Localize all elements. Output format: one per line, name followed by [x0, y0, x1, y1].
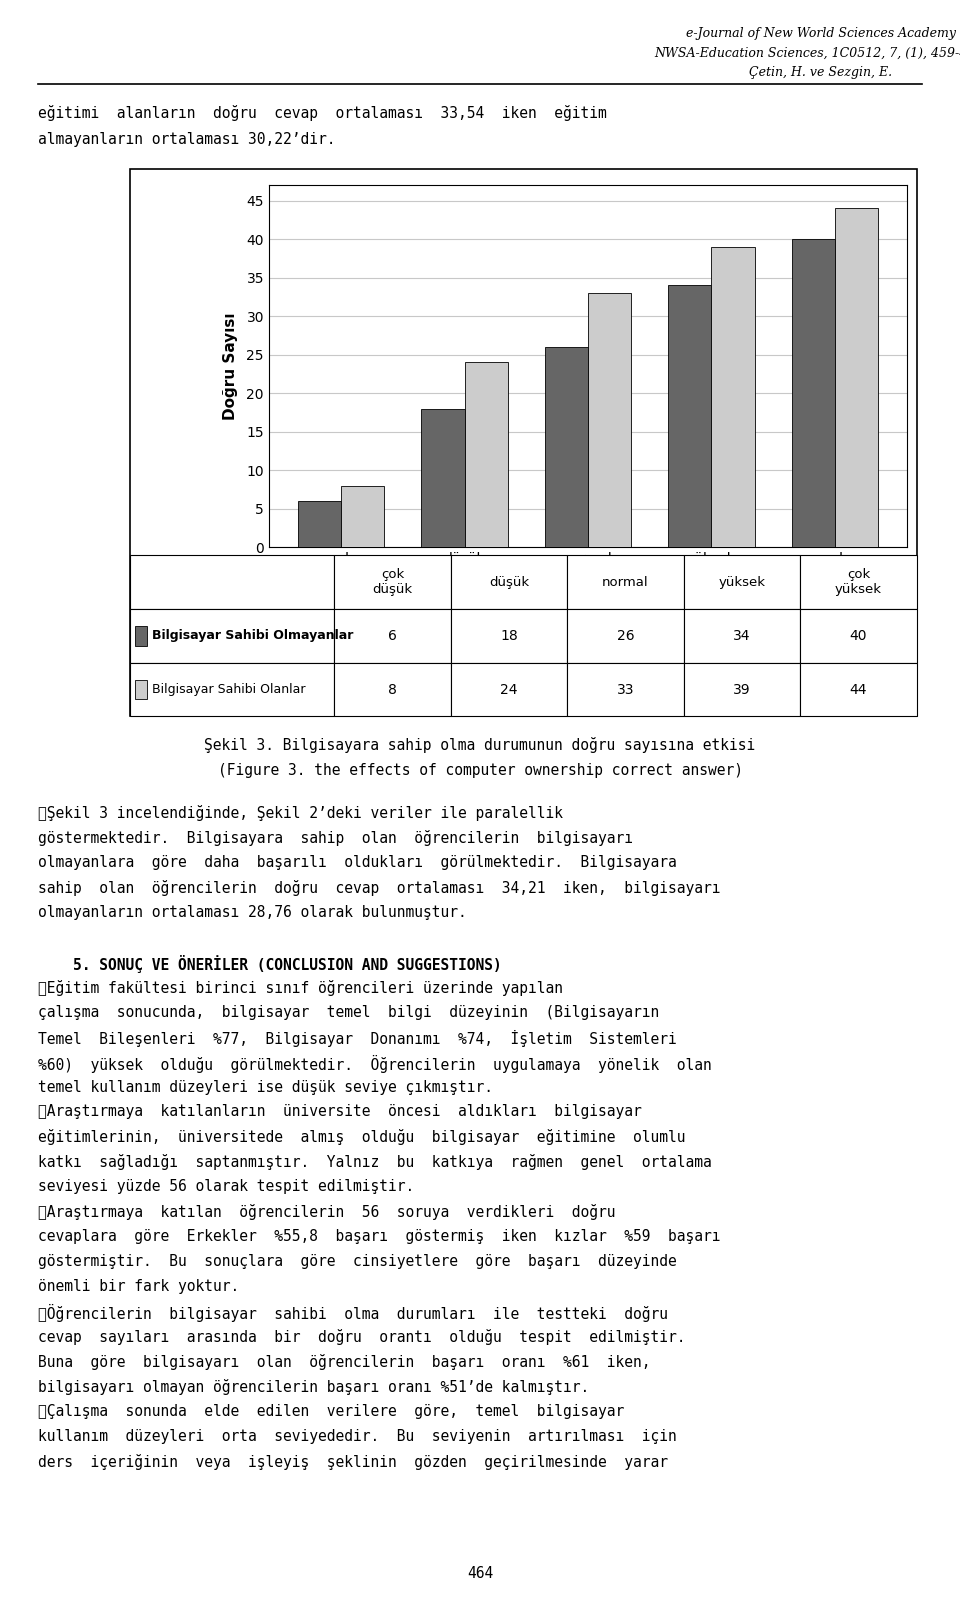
Text: önemli bir fark yoktur.: önemli bir fark yoktur.	[38, 1278, 240, 1294]
Text: Çetin, H. ve Sezgin, E.: Çetin, H. ve Sezgin, E.	[749, 66, 893, 79]
Bar	[465, 362, 508, 547]
Text: göstermektedir.  Bilgisayara  sahip  olan  öğrencilerin  bilgisayarı: göstermektedir. Bilgisayara sahip olan ö…	[38, 831, 634, 845]
Text: NWSA-Education Sciences, 1C0512, 7, (1), 459-465.: NWSA-Education Sciences, 1C0512, 7, (1),…	[654, 47, 960, 60]
Text: göstermiştir.  Bu  sonuçlara  göre  cinsiyetlere  göre  başarı  düzeyinde: göstermiştir. Bu sonuçlara göre cinsiyet…	[38, 1254, 677, 1269]
Text: eğitimi  alanların  doğru  cevap  ortalaması  33,54  iken  eğitim: eğitimi alanların doğru cevap ortalaması…	[38, 105, 607, 121]
Text: olmayanların ortalaması 28,76 olarak bulunmuştur.: olmayanların ortalaması 28,76 olarak bul…	[38, 905, 468, 919]
Bar	[835, 208, 878, 547]
Text: Araştırmaya  katılan  öğrencilerin  56  soruya  verdikleri  doğru: Araştırmaya katılan öğrencilerin 56 soru…	[38, 1204, 616, 1220]
Text: 18: 18	[500, 630, 517, 642]
Bar	[711, 246, 755, 547]
Text: çalışma  sonucunda,  bilgisayar  temel  bilgi  düzeyinin  (Bilgisayarın: çalışma sonucunda, bilgisayar temel bilg…	[38, 1005, 660, 1019]
Text: Temel  Bileşenleri  %77,  Bilgisayar  Donanımı  %74,  İşletim  Sistemleri: Temel Bileşenleri %77, Bilgisayar Donanı…	[38, 1030, 677, 1046]
Text: Öğrencilerin  bilgisayar  sahibi  olma  durumları  ile  testteki  doğru: Öğrencilerin bilgisayar sahibi olma duru…	[38, 1304, 668, 1322]
Bar	[298, 501, 341, 547]
Text: cevap  sayıları  arasında  bir  doğru  orantı  olduğu  tespit  edilmiştir.: cevap sayıları arasında bir doğru orantı…	[38, 1330, 685, 1344]
Text: Bilgisayar Sahibi Olmayanlar: Bilgisayar Sahibi Olmayanlar	[152, 630, 353, 642]
Bar	[588, 293, 632, 547]
Text: olmayanlara  göre  daha  başarılı  oldukları  görülmektedir.  Bilgisayara: olmayanlara göre daha başarılı oldukları…	[38, 855, 677, 869]
Text: Araştırmaya  katılanların  üniversite  öncesi  aldıkları  bilgisayar: Araştırmaya katılanların üniversite önce…	[38, 1104, 642, 1119]
Text: 40: 40	[850, 630, 867, 642]
Text: Bilgisayar Sahibi Olanlar: Bilgisayar Sahibi Olanlar	[152, 683, 305, 696]
Text: eğitimlerinin,  üniversitede  almış  olduğu  bilgisayar  eğitimine  olumlu: eğitimlerinin, üniversitede almış olduğu…	[38, 1130, 685, 1145]
Text: 8: 8	[388, 683, 397, 697]
Text: 24: 24	[500, 683, 517, 697]
Text: çok
düşük: çok düşük	[372, 568, 413, 596]
Text: normal: normal	[602, 576, 649, 589]
Bar	[668, 285, 711, 547]
Text: 6: 6	[388, 630, 397, 642]
Text: bilgisayarı olmayan öğrencilerin başarı oranı %51’de kalmıştır.: bilgisayarı olmayan öğrencilerin başarı …	[38, 1378, 589, 1394]
Text: 34: 34	[733, 630, 751, 642]
Text: seviyesi yüzde 56 olarak tespit edilmiştir.: seviyesi yüzde 56 olarak tespit edilmişt…	[38, 1179, 415, 1195]
Text: 464: 464	[467, 1567, 493, 1581]
Bar	[341, 486, 384, 547]
Text: ders  içeriğinin  veya  işleyiş  şeklinin  gözden  geçirilmesinde  yarar: ders içeriğinin veya işleyiş şeklinin gö…	[38, 1454, 668, 1470]
Text: Şekil 3. Bilgisayara sahip olma durumunun doğru sayısına etkisi: Şekil 3. Bilgisayara sahip olma durumunu…	[204, 737, 756, 753]
Text: 26: 26	[616, 630, 635, 642]
Text: yüksek: yüksek	[718, 576, 765, 589]
Text: kullanım  düzeyleri  orta  seviyededir.  Bu  seviyenin  artırılması  için: kullanım düzeyleri orta seviyededir. Bu …	[38, 1430, 677, 1444]
Text: Eğitim fakültesi birinci sınıf öğrencileri üzerinde yapılan: Eğitim fakültesi birinci sınıf öğrencile…	[38, 979, 564, 995]
Bar	[544, 348, 588, 547]
Y-axis label: Doğru Sayısı: Doğru Sayısı	[223, 312, 238, 420]
Text: temel kullanım düzeyleri ise düşük seviye çıkmıştır.: temel kullanım düzeyleri ise düşük seviy…	[38, 1079, 493, 1095]
Text: (Figure 3. the effects of computer ownership correct answer): (Figure 3. the effects of computer owner…	[218, 763, 742, 778]
Text: 5. SONUÇ VE ÖNERİLER (CONCLUSION AND SUGGESTIONS): 5. SONUÇ VE ÖNERİLER (CONCLUSION AND SUG…	[38, 955, 502, 972]
Text: 33: 33	[616, 683, 635, 697]
Text: 44: 44	[850, 683, 867, 697]
Text: katkı  sağladığı  saptanmıştır.  Yalnız  bu  katkıya  rağmen  genel  ortalama: katkı sağladığı saptanmıştır. Yalnız bu …	[38, 1154, 712, 1170]
Text: %60)  yüksek  olduğu  görülmektedir.  Öğrencilerin  uygulamaya  yönelik  olan: %60) yüksek olduğu görülmektedir. Öğrenc…	[38, 1055, 712, 1072]
Text: sahip  olan  öğrencilerin  doğru  cevap  ortalaması  34,21  iken,  bilgisayarı: sahip olan öğrencilerin doğru cevap orta…	[38, 879, 721, 895]
Text: cevaplara  göre  Erkekler  %55,8  başarı  göstermiş  iken  kızlar  %59  başarı: cevaplara göre Erkekler %55,8 başarı gös…	[38, 1230, 721, 1245]
Text: çok
yüksek: çok yüksek	[835, 568, 882, 596]
Text: Çalışma  sonunda  elde  edilen  verilere  göre,  temel  bilgisayar: Çalışma sonunda elde edilen verilere gör…	[38, 1404, 625, 1418]
Text: almayanların ortalaması 30,22’dir.: almayanların ortalaması 30,22’dir.	[38, 132, 336, 147]
Text: 39: 39	[733, 683, 751, 697]
Bar	[421, 409, 465, 547]
Bar	[792, 240, 835, 547]
Text: Şekil 3 incelendiğinde, Şekil 2’deki veriler ile paralellik: Şekil 3 incelendiğinde, Şekil 2’deki ver…	[38, 805, 564, 821]
Text: e-Journal of New World Sciences Academy: e-Journal of New World Sciences Academy	[685, 27, 956, 40]
Text: düşük: düşük	[489, 576, 529, 589]
Text: Buna  göre  bilgisayarı  olan  öğrencilerin  başarı  oranı  %61  iken,: Buna göre bilgisayarı olan öğrencilerin …	[38, 1354, 651, 1370]
